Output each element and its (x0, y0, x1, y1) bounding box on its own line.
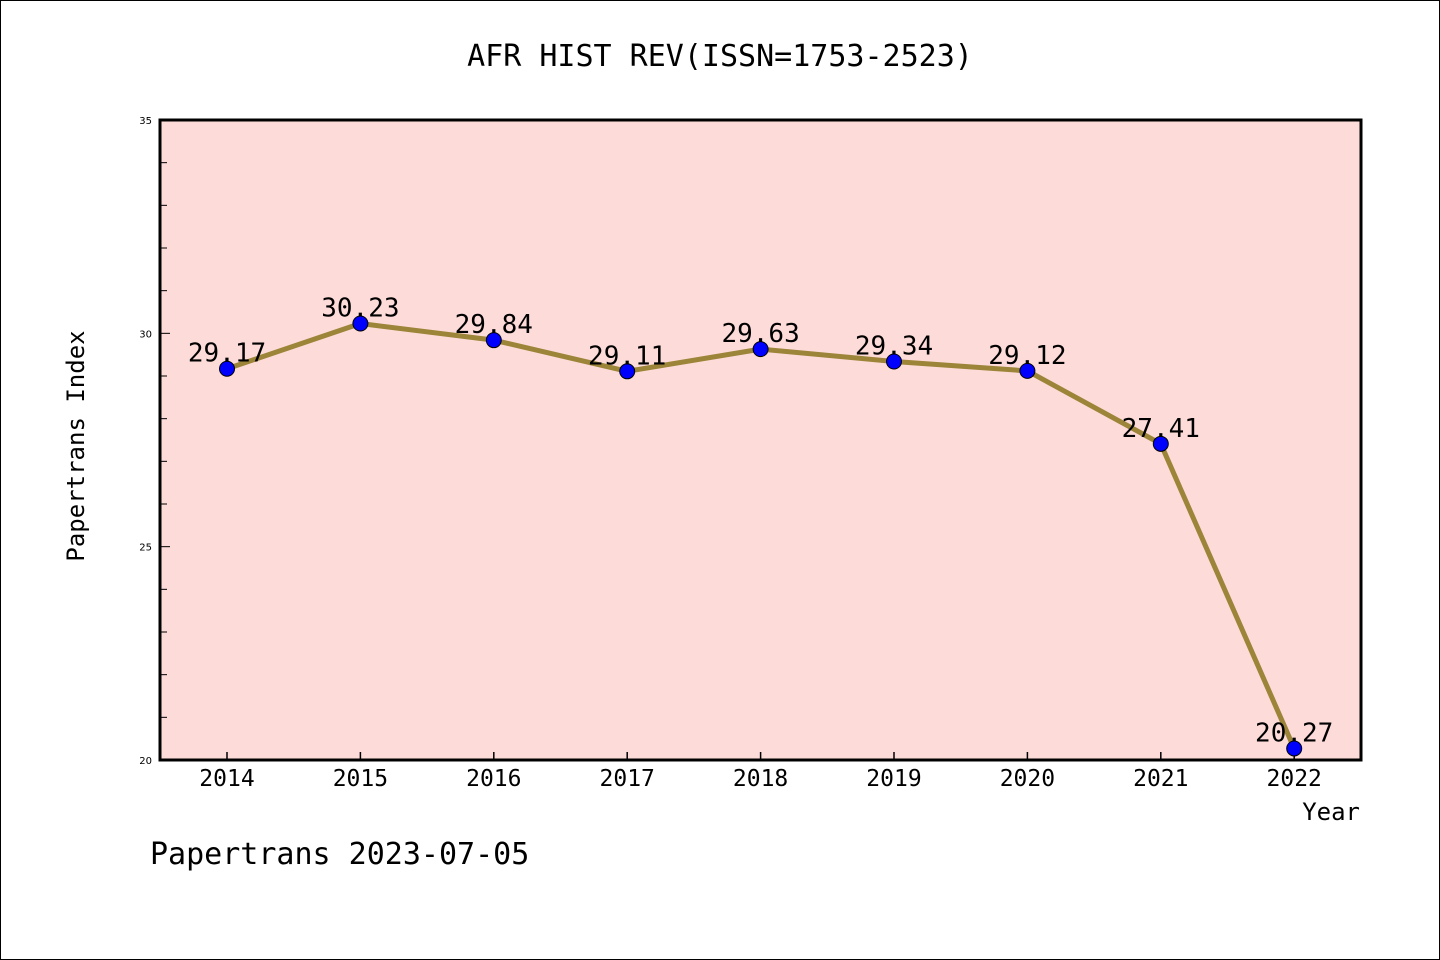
x-tick-label: 2016 (466, 766, 521, 792)
y-tick-label: 25 (139, 543, 152, 554)
x-tick-label: 2015 (333, 766, 388, 792)
x-tick-label: 2021 (1133, 766, 1188, 792)
data-points (219, 315, 1303, 757)
y-tick-label: 30 (139, 329, 152, 340)
data-point (1286, 740, 1303, 757)
y-axis: 20 25 30 35 (139, 116, 170, 767)
data-label: 20.27 (1255, 718, 1333, 748)
x-tick-label: 2020 (1000, 766, 1055, 792)
data-point (752, 341, 769, 358)
x-tick-label: 2019 (866, 766, 921, 792)
data-labels: 29.17 30.23 29.84 29.11 29.63 29.34 29.12 27.41… (188, 294, 1333, 749)
x-tick-label: 2022 (1267, 766, 1322, 792)
data-point (219, 360, 235, 377)
x-tick-label: 2018 (733, 766, 788, 792)
data-label: 29.84 (455, 310, 533, 340)
x-axis-label: Year (1302, 798, 1360, 826)
footer-text: Papertrans 2023-07-05 (150, 837, 529, 872)
data-label: 27.41 (1122, 414, 1200, 444)
data-label: 29.11 (588, 341, 666, 371)
x-tick-label: 2017 (600, 766, 655, 792)
y-axis-label: Papertrans Index (62, 330, 90, 561)
data-label: 29.17 (188, 339, 266, 369)
x-tick-label: 2014 (199, 766, 254, 792)
data-point (352, 315, 369, 332)
data-point (1019, 362, 1036, 379)
data-point (619, 363, 636, 380)
y-tick-label: 35 (139, 116, 152, 127)
data-point (485, 332, 502, 349)
chart-title: AFR HIST REV(ISSN=1753-2523) (467, 39, 973, 74)
data-label: 29.63 (721, 319, 799, 349)
data-label: 29.12 (988, 341, 1066, 371)
data-point (886, 353, 902, 370)
data-point (1152, 435, 1169, 452)
y-tick-label: 20 (139, 756, 152, 767)
x-axis: 2014 2015 2016 2017 2018 2019 2020 2021 2022 (199, 752, 1322, 792)
data-label: 30.23 (321, 294, 399, 324)
data-label: 29.34 (855, 331, 933, 361)
